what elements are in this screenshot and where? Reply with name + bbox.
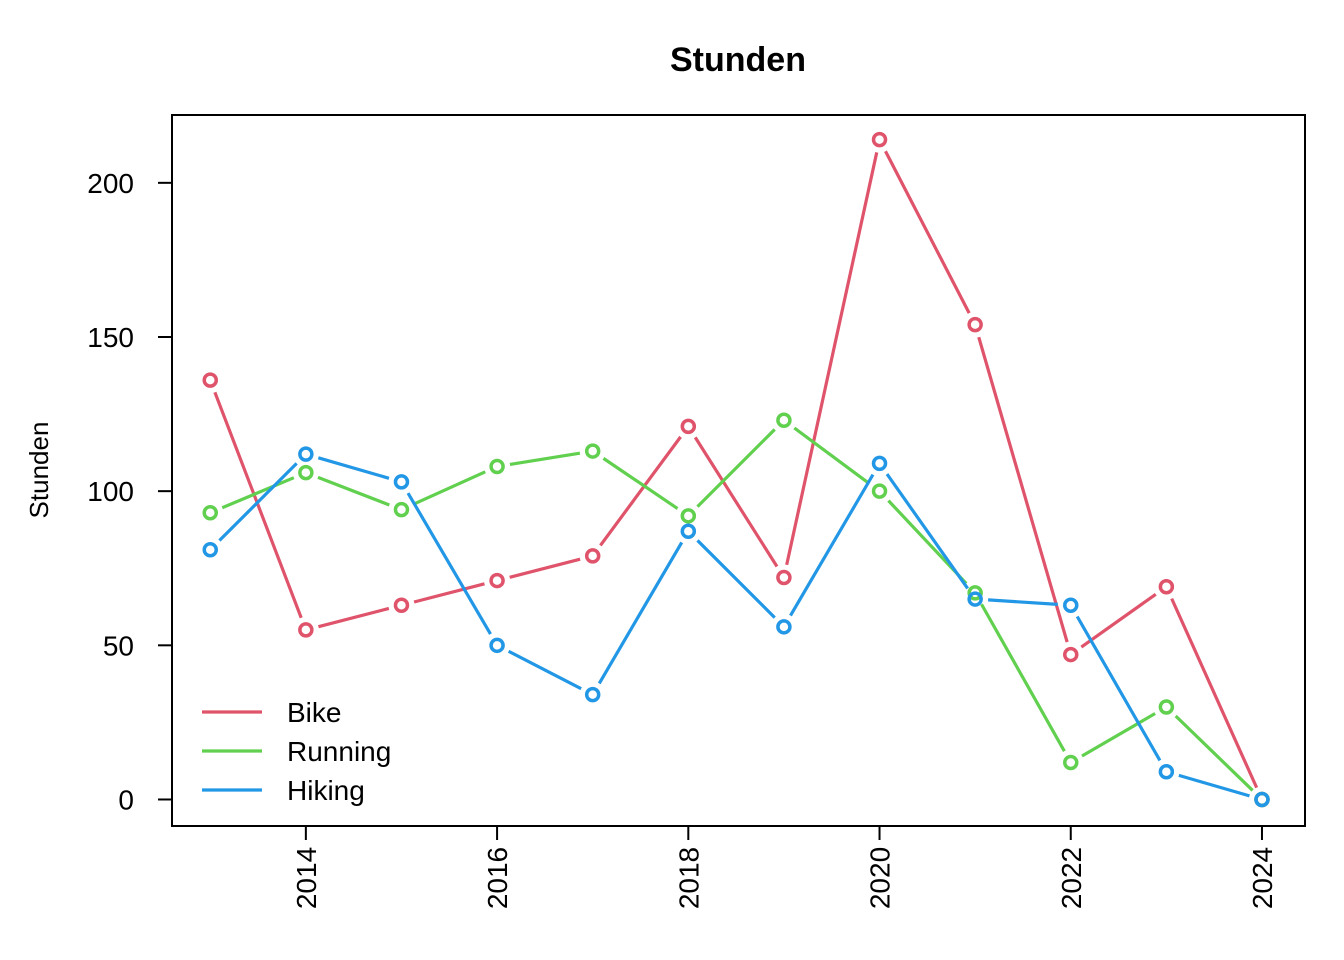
data-point [776,412,792,428]
data-point [967,591,983,607]
series-layer [202,131,1270,808]
series-segment [406,492,492,635]
series-segment [1178,773,1250,798]
data-point [680,508,697,524]
series-segment [597,541,684,685]
x-tick-label: 2014 [291,847,322,909]
data-point [776,619,792,635]
data-point [489,637,505,654]
series-segment [509,451,581,467]
x-axis: 2014 2016 2018 2020 2022 2024 [291,825,1278,909]
series-segment [789,473,875,617]
data-point [298,446,314,462]
x-tick-label: 2018 [673,847,704,909]
x-tick-label: 2022 [1056,847,1087,909]
data-point [871,483,888,499]
chart-title: Stunden [670,41,806,79]
series-segment [977,336,1069,643]
data-point [1063,754,1079,771]
series-hiking [202,446,1270,808]
data-point [1158,578,1175,595]
data-point [680,523,697,539]
data-point [776,569,792,586]
data-point [967,585,983,601]
series-segment [980,603,1066,752]
series-segment [602,457,679,510]
series-segment [221,476,295,510]
series-segment [318,606,390,629]
y-tick-label: 100 [87,476,134,507]
data-point [393,597,410,613]
data-point [489,458,505,475]
series-segment [1075,615,1162,762]
data-point [298,464,314,481]
y-tick-label: 200 [87,168,134,199]
series-segment [785,152,879,566]
legend-label: Running [287,736,391,767]
x-tick-label: 2016 [482,847,513,909]
series-segment [1080,592,1157,649]
y-tick-label: 150 [87,322,134,353]
data-point [298,622,314,638]
data-point [967,316,983,333]
data-point [871,131,888,148]
series-segment [885,473,969,590]
x-tick-label: 2020 [865,847,896,909]
series-segment [988,598,1058,606]
series-segment [507,649,582,691]
legend-item-running: Running [202,736,391,767]
data-point [871,455,888,472]
data-point [393,501,410,518]
series-segment [412,470,486,506]
series-segment [1174,714,1254,792]
y-axis-label: Stunden [24,422,54,519]
y-axis: 0 50 100 150 200 [87,168,173,815]
legend-label: Hiking [287,775,365,806]
data-point [584,548,601,564]
series-segment [693,436,779,568]
series-segment [884,150,971,314]
series-segment [213,391,303,619]
series-segment [509,557,581,579]
data-point [393,474,410,490]
series-segment [696,428,776,508]
series-segment [1170,597,1259,789]
legend: Bike Running Hiking [202,697,391,806]
data-point [1158,763,1175,780]
series-segment [413,582,485,604]
plot-frame [171,114,1306,827]
data-point [489,572,505,589]
legend-label: Bike [287,697,341,728]
data-point [584,686,601,703]
legend-item-bike: Bike [202,697,341,728]
data-point [202,372,218,388]
y-tick-label: 50 [103,630,134,661]
series-running [202,412,1270,808]
series-segment [599,435,682,547]
data-point [202,504,218,521]
series-segment [317,456,390,480]
data-point [584,443,601,459]
data-point [1158,699,1175,715]
data-point [202,541,218,558]
data-point [1063,597,1079,613]
x-tick-label: 2024 [1247,847,1278,909]
series-segment [317,475,390,507]
data-point [1063,646,1079,663]
data-point [680,418,697,435]
y-tick-label: 0 [118,784,134,815]
series-segment [696,539,776,619]
series-segment [793,426,871,485]
series-segment [218,462,298,542]
series-segment [1081,712,1156,758]
data-point [1254,791,1270,808]
legend-item-hiking: Hiking [202,775,365,806]
